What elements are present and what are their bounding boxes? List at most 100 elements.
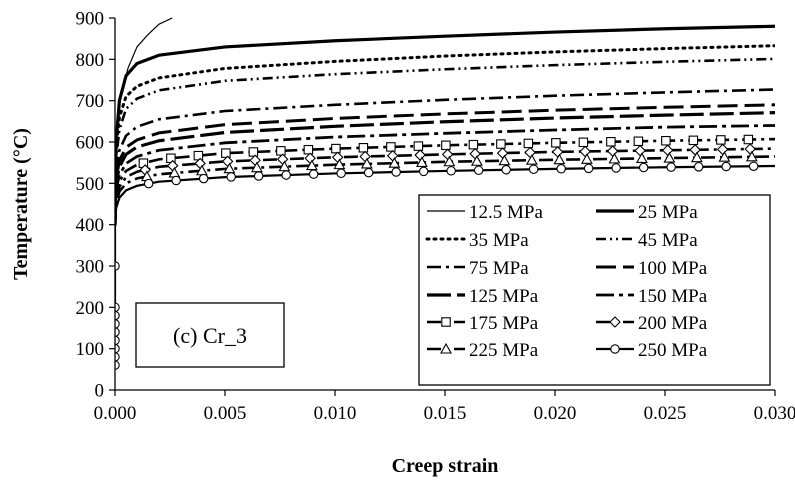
y-tick-label: 0 bbox=[95, 381, 105, 402]
data-point bbox=[447, 167, 455, 175]
data-point bbox=[582, 154, 592, 163]
data-point bbox=[553, 147, 563, 157]
data-point bbox=[332, 144, 340, 152]
legend-label: 25 MPa bbox=[638, 202, 698, 223]
data-point bbox=[607, 138, 615, 146]
data-point bbox=[199, 174, 207, 182]
data-point bbox=[249, 148, 257, 156]
data-point bbox=[664, 153, 674, 162]
y-axis-title: Temperature (°C) bbox=[10, 128, 32, 280]
legend-label: 125 MPa bbox=[469, 286, 539, 307]
data-point bbox=[227, 173, 235, 181]
data-point bbox=[254, 172, 262, 180]
data-point bbox=[690, 145, 700, 155]
data-point bbox=[392, 168, 400, 176]
x-axis-title: Creep strain bbox=[392, 455, 499, 477]
data-point bbox=[608, 146, 618, 156]
data-point bbox=[552, 139, 560, 147]
data-point bbox=[304, 146, 312, 154]
data-point bbox=[525, 147, 535, 157]
data-point bbox=[470, 149, 480, 159]
data-point bbox=[414, 142, 422, 150]
data-point bbox=[662, 137, 670, 145]
legend: 12.5 MPa 25 MPa 35 MPa 45 MPa 75 MPa 100 MPa 1… bbox=[419, 195, 770, 385]
data-point bbox=[527, 155, 537, 164]
x-tick-label: 0.015 bbox=[424, 403, 467, 424]
data-point bbox=[360, 152, 370, 162]
x-tick-label: 0.000 bbox=[94, 403, 137, 424]
data-point bbox=[584, 164, 592, 172]
legend-label: 250 MPa bbox=[638, 340, 708, 361]
data-point bbox=[415, 150, 425, 160]
data-point bbox=[689, 136, 697, 144]
data-point bbox=[359, 144, 367, 152]
data-point bbox=[194, 151, 202, 159]
data-point bbox=[612, 164, 620, 172]
legend-label: 12.5 MPa bbox=[469, 202, 543, 223]
data-point bbox=[694, 163, 702, 171]
y-tick-label: 800 bbox=[76, 50, 105, 71]
data-point bbox=[469, 140, 477, 148]
y-tick-label: 200 bbox=[76, 298, 105, 319]
data-point bbox=[333, 152, 343, 162]
data-point bbox=[144, 179, 152, 187]
data-point bbox=[387, 143, 395, 151]
data-point bbox=[222, 149, 230, 157]
y-tick-label: 100 bbox=[76, 339, 105, 360]
data-point bbox=[305, 153, 315, 163]
data-point bbox=[442, 141, 450, 149]
legend-label: 150 MPa bbox=[638, 286, 708, 307]
data-point bbox=[557, 165, 565, 173]
data-point bbox=[364, 168, 372, 176]
data-point bbox=[388, 151, 398, 161]
data-point bbox=[667, 163, 675, 171]
y-tick-label: 900 bbox=[76, 9, 105, 30]
legend-label: 200 MPa bbox=[638, 313, 708, 334]
data-point bbox=[554, 155, 564, 164]
y-tick-label: 600 bbox=[76, 133, 105, 154]
legend-label: 100 MPa bbox=[638, 258, 708, 279]
data-point bbox=[637, 153, 647, 162]
data-point bbox=[502, 166, 510, 174]
data-point bbox=[718, 144, 728, 154]
data-point bbox=[722, 162, 730, 170]
legend-marker bbox=[442, 318, 450, 326]
y-tick-label: 400 bbox=[76, 215, 105, 236]
legend-marker bbox=[611, 345, 619, 353]
data-point bbox=[277, 147, 285, 155]
data-point bbox=[609, 154, 619, 163]
data-point bbox=[639, 163, 647, 171]
legend-label: 45 MPa bbox=[638, 230, 698, 251]
data-point bbox=[282, 171, 290, 179]
data-point bbox=[419, 167, 427, 175]
data-point bbox=[635, 146, 645, 156]
y-tick-label: 700 bbox=[76, 91, 105, 112]
data-point bbox=[579, 138, 587, 146]
data-point bbox=[497, 140, 505, 148]
data-point bbox=[529, 165, 537, 173]
data-point bbox=[474, 166, 482, 174]
data-point bbox=[309, 170, 317, 178]
data-point bbox=[580, 146, 590, 156]
x-tick-label: 0.005 bbox=[204, 403, 247, 424]
data-point bbox=[498, 148, 508, 158]
data-point bbox=[250, 155, 260, 165]
data-point bbox=[634, 137, 642, 145]
y-tick-label: 300 bbox=[76, 257, 105, 278]
data-point bbox=[663, 145, 673, 155]
data-point bbox=[745, 144, 755, 154]
legend-label: 35 MPa bbox=[469, 230, 529, 251]
data-point bbox=[443, 149, 453, 159]
data-point bbox=[337, 169, 345, 177]
legend-label: 175 MPa bbox=[469, 313, 539, 334]
x-tick-label: 0.020 bbox=[534, 403, 577, 424]
annotation-layer: (c) Cr_3 bbox=[136, 303, 284, 367]
x-tick-label: 0.010 bbox=[314, 403, 357, 424]
x-tick-label: 0.030 bbox=[754, 403, 795, 424]
x-tick-label: 0.025 bbox=[644, 403, 687, 424]
data-point bbox=[744, 135, 752, 143]
data-point bbox=[749, 162, 757, 170]
legend-label: 75 MPa bbox=[469, 258, 529, 279]
